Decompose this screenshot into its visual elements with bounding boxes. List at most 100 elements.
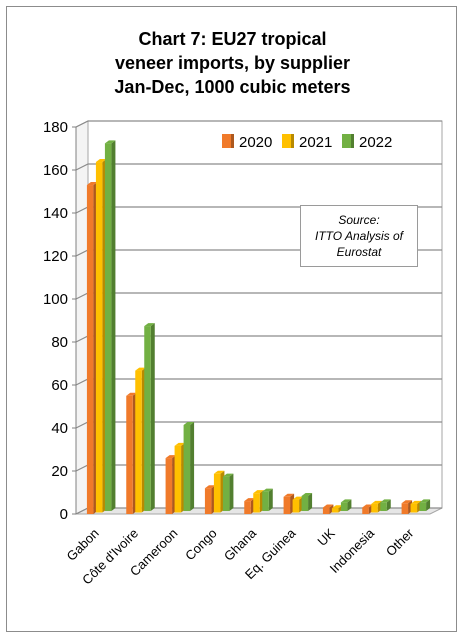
y-tick-label: 80	[51, 334, 68, 351]
bar-top	[301, 492, 313, 496]
bar-top	[222, 473, 234, 477]
source-line: Eurostat	[336, 245, 382, 259]
bar	[222, 473, 234, 511]
bar-side	[268, 488, 273, 511]
chart-title-line: Chart 7: EU27 tropical	[138, 29, 327, 49]
bar-front	[126, 395, 133, 514]
bar-side	[347, 499, 352, 511]
source-line: Source:	[338, 213, 380, 227]
bar-top	[322, 504, 334, 508]
bar-side	[386, 499, 391, 511]
bar-top	[104, 140, 116, 144]
bar-front	[86, 185, 94, 515]
bar	[126, 392, 137, 514]
bar	[204, 485, 216, 514]
bar-front	[253, 493, 260, 513]
x-tick-label: UK	[314, 525, 338, 549]
bar-top	[213, 470, 225, 474]
x-tick-label: Gabon	[64, 526, 102, 564]
legend-label: 2021	[299, 134, 332, 151]
y-tick-label: 40	[51, 420, 68, 437]
legend-entry: 2022	[342, 134, 392, 151]
bar	[244, 498, 255, 514]
bar	[144, 323, 155, 511]
legend-label: 2022	[359, 134, 392, 151]
bar-top	[126, 392, 137, 396]
bar-front	[401, 503, 409, 514]
bar-front	[174, 445, 182, 513]
bar-front	[340, 502, 348, 511]
y-tick-label: 60	[51, 377, 68, 394]
bar-top	[135, 367, 146, 371]
legend-swatch-side	[351, 134, 354, 148]
bar-side	[229, 473, 234, 511]
bar-top	[253, 490, 264, 494]
source-annotation: Source: ITTO Analysis of Eurostat	[300, 205, 418, 267]
bar	[95, 159, 107, 513]
bar	[183, 422, 195, 511]
bar-top	[380, 499, 391, 503]
bar	[292, 496, 304, 513]
bar-side	[111, 140, 116, 511]
bar-top	[340, 499, 352, 503]
bar-top	[144, 323, 155, 327]
bar-front	[204, 488, 212, 514]
bar-top	[401, 500, 413, 504]
side-wall	[75, 120, 89, 515]
bar-front	[292, 499, 300, 513]
bar-front	[419, 502, 427, 511]
bar-top	[419, 499, 431, 503]
bar	[380, 499, 391, 511]
bar-side	[150, 323, 155, 511]
legend-swatch	[222, 134, 231, 148]
bar	[253, 490, 264, 513]
bar-top	[292, 496, 304, 500]
chart-title-line: veneer imports, by supplier	[114, 53, 351, 73]
legend-entry: 2020	[222, 134, 272, 151]
bar-top	[95, 159, 107, 163]
bar-front	[165, 458, 173, 514]
bar-front	[371, 503, 378, 513]
bar	[165, 455, 177, 514]
bar-front	[104, 143, 112, 511]
legend-swatch-side	[291, 134, 294, 148]
bar-top	[410, 500, 422, 504]
bar	[262, 488, 273, 511]
bar-front	[222, 476, 230, 511]
bar	[283, 493, 295, 514]
x-tick-label: Congo	[182, 526, 220, 564]
bar-front	[244, 501, 251, 514]
bar-top	[262, 488, 273, 492]
legend-swatch	[282, 134, 291, 148]
legend-label: 2020	[239, 134, 272, 151]
bar-front	[135, 370, 142, 513]
bar-front	[380, 502, 387, 511]
bar-top	[331, 505, 343, 509]
y-tick-label: 0	[60, 506, 68, 523]
chart-title-line: Jan-Dec, 1000 cubic meters	[114, 77, 351, 97]
bar-top	[183, 422, 195, 425]
bar-top	[204, 485, 216, 489]
source-line: ITTO Analysis of	[314, 229, 404, 243]
bar-front	[331, 508, 339, 513]
bar-front	[183, 425, 191, 511]
bar	[340, 499, 352, 511]
bar	[401, 500, 413, 514]
bar-front	[262, 491, 269, 511]
gridline	[75, 163, 442, 171]
bar-front	[322, 507, 330, 514]
bar	[419, 499, 431, 511]
bar-top	[371, 500, 382, 504]
x-tick-label: Other	[383, 525, 417, 559]
y-tick-label: 180	[43, 119, 68, 136]
bar-front	[95, 162, 103, 513]
bar-top	[165, 455, 177, 459]
bar-top	[283, 493, 295, 497]
bar-top	[174, 442, 186, 446]
x-tick-label: Ghana	[221, 525, 260, 564]
legend-entry: 2021	[282, 134, 332, 151]
bar-front	[213, 473, 221, 513]
bar-front	[144, 326, 151, 511]
y-tick-label: 100	[43, 291, 68, 308]
y-tick-label: 20	[51, 463, 68, 480]
